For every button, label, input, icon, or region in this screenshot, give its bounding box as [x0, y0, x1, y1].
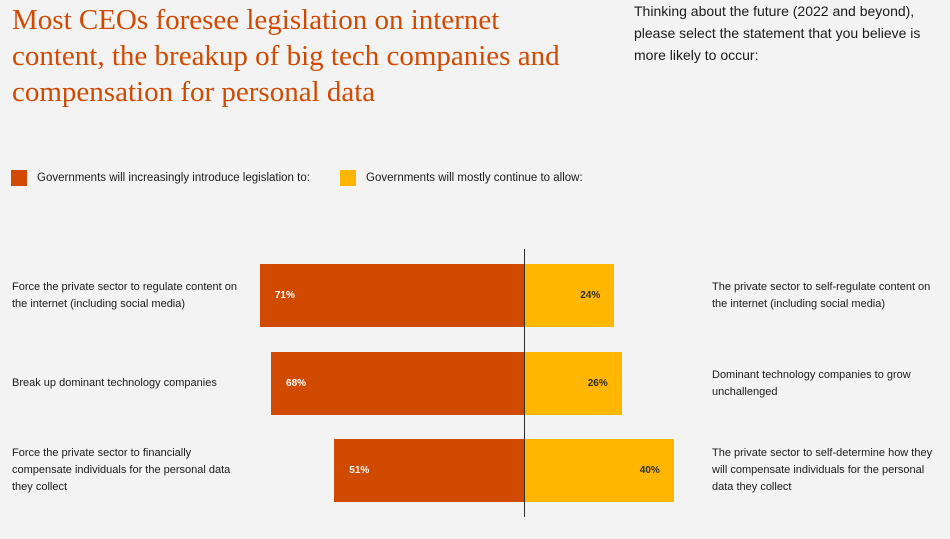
legend-label-legislation: Governments will increasingly introduce … — [37, 172, 310, 184]
legend-item-legislation: Governments will increasingly introduce … — [11, 170, 310, 186]
legend-swatch-allow — [340, 170, 356, 186]
bar-label-allow-1: 24% — [580, 290, 601, 301]
legend-item-allow: Governments will mostly continue to allo… — [340, 170, 583, 186]
chart-title: Most CEOs foresee legislation on interne… — [12, 4, 560, 108]
category-label-legislation-1: Force the private sector to regulate con… — [12, 280, 238, 310]
bar-label-legislation-1: 71% — [274, 290, 295, 301]
bar-allow-1: 24% — [525, 264, 615, 327]
bar-legislation-2: 68% — [271, 352, 524, 415]
bar-label-legislation-3: 51% — [349, 465, 370, 476]
category-label-legislation-3: Force the private sector to financially … — [12, 447, 231, 493]
category-label-allow-1: The private sector to self-regulate cont… — [712, 280, 931, 310]
bar-label-allow-2: 26% — [587, 378, 608, 389]
survey-question: Thinking about the future (2022 and beyo… — [634, 3, 921, 63]
bar-legislation-1: 71% — [259, 264, 524, 327]
category-label-allow-2: Dominant technology companies to grow un… — [712, 368, 911, 398]
category-label-allow-3: The private sector to self-determine how… — [712, 447, 933, 493]
category-label-legislation-2: Break up dominant technology companies — [12, 377, 217, 389]
bar-allow-2: 26% — [525, 352, 622, 415]
center-axis-line — [524, 249, 525, 517]
bar-legislation-3: 51% — [334, 439, 524, 502]
bar-allow-3: 40% — [525, 439, 674, 502]
legend-label-allow: Governments will mostly continue to allo… — [366, 172, 583, 184]
bar-label-allow-3: 40% — [639, 465, 660, 476]
bar-label-legislation-2: 68% — [286, 378, 307, 389]
legend-swatch-legislation — [11, 170, 27, 186]
